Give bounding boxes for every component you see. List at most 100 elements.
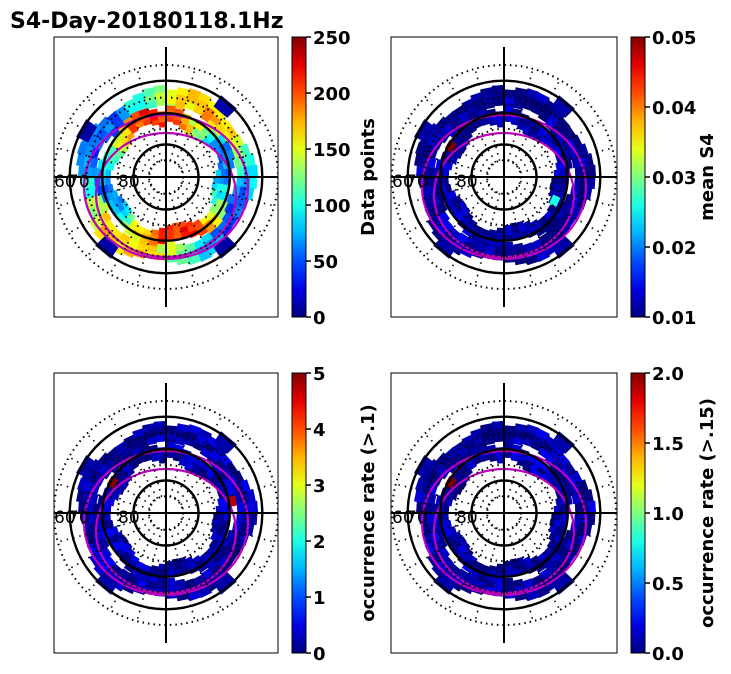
meridian-line [507, 193, 534, 286]
heatmap-cell [556, 512, 563, 521]
heatmap-cell [197, 92, 212, 105]
meridian-line [520, 180, 613, 207]
heatmap-cell [220, 504, 228, 514]
heatmap-cell [558, 168, 566, 178]
heatmap-cell [165, 248, 177, 257]
meridian-line [424, 433, 493, 502]
meridian-line [177, 524, 246, 593]
heatmap-cell [157, 568, 167, 576]
heatmap-cell [496, 457, 505, 464]
colorbar-tick-label: 250 [313, 28, 351, 49]
heatmap-cell [503, 96, 515, 104]
heatmap-cell [553, 169, 560, 178]
heatmap-hotspot [444, 139, 457, 153]
heatmap-cell [442, 512, 449, 522]
colorbar-tick-label: 4 [313, 420, 326, 441]
meridian-line [518, 520, 602, 570]
heatmap-cell [587, 512, 596, 526]
latitude-annotation: 60 [54, 508, 76, 528]
heatmap-cell [493, 582, 505, 590]
heatmap-cell [218, 176, 225, 185]
heatmap-cell [106, 446, 120, 460]
meridian-line [447, 191, 497, 275]
heatmap-cell [197, 428, 212, 441]
heatmap-cell [491, 420, 505, 429]
heatmap-cell [558, 504, 566, 514]
axes-frame [53, 372, 279, 654]
heatmap-cell [444, 110, 458, 124]
heatmap-cell [155, 98, 167, 107]
colorbar-label: occurrence rate (>.1) [358, 404, 379, 621]
meridian-line [424, 97, 493, 166]
heatmap-cell [236, 176, 244, 188]
latitude-annotation: 70 [406, 172, 428, 192]
colorbar-tick-label: 0.0 [652, 644, 684, 665]
colorbar-label: Data points [358, 118, 379, 236]
meridian-line [68, 184, 152, 234]
heatmap-cell [250, 500, 259, 514]
heatmap-cell [155, 582, 167, 590]
heatmap-cell [493, 98, 505, 107]
meridian-line [86, 433, 155, 502]
heatmap-cell [158, 457, 167, 464]
colorbar-tick-label: 0.05 [652, 28, 696, 49]
heatmap-cell [165, 115, 175, 123]
heatmap-cell [525, 590, 540, 602]
colorbar-tick-label: 1.0 [652, 504, 684, 525]
heatmap-cell [165, 565, 174, 573]
meridian-line [109, 415, 159, 499]
meridian-line [169, 68, 196, 161]
heatmap-cell [443, 504, 450, 514]
meridian-line [180, 456, 264, 506]
meridian-line [57, 483, 150, 510]
meridian-line [518, 456, 602, 506]
heatmap-hotspot [549, 194, 561, 207]
axes-frame [53, 36, 279, 318]
heatmap-cell [249, 176, 258, 190]
heatmap-cell [165, 432, 177, 440]
heatmap-cell [503, 105, 514, 112]
heatmap-cell [414, 455, 436, 479]
heatmap-cell [442, 176, 449, 186]
meridian-line [177, 188, 246, 257]
heatmap-cell [496, 563, 505, 570]
meridian-line [169, 529, 196, 622]
meridian-line [520, 147, 613, 174]
colorbar [630, 372, 646, 654]
heatmap-cell [213, 95, 237, 118]
heatmap-cell [535, 92, 550, 105]
meridian-line [109, 79, 159, 163]
meridian-line [169, 193, 196, 286]
meridian-line [180, 120, 264, 170]
heatmap-cell [165, 229, 174, 237]
meridian-line [136, 68, 163, 161]
meridian-line [474, 68, 501, 161]
figure-title: S4-Day-20180118.1Hz [10, 9, 284, 34]
meridian-line [406, 184, 490, 234]
meridian-line [136, 529, 163, 622]
latitude-annotation: 80 [456, 508, 478, 528]
meridian-line [424, 524, 493, 593]
meridian-line [173, 191, 223, 275]
meridian-line [173, 527, 223, 611]
meridian-line [406, 120, 490, 170]
meridian-line [68, 520, 152, 570]
heatmap-cell [503, 241, 514, 250]
meridian-line [173, 415, 223, 499]
colorbar [291, 372, 307, 654]
heatmap-cell [503, 584, 515, 593]
heatmap-cell [130, 233, 142, 244]
heatmap-cell [495, 232, 505, 240]
meridian-line [507, 68, 534, 161]
meridian-line [173, 79, 223, 163]
colorbar-tick-label: 2 [313, 532, 326, 553]
heatmap-cell [443, 168, 450, 178]
heatmap-cell [553, 505, 560, 514]
meridian-line [182, 483, 275, 510]
heatmap-cell [138, 443, 150, 453]
heatmap-cell [550, 553, 562, 564]
meridian-line [424, 188, 493, 257]
meridian-line [520, 483, 613, 510]
heatmap-cell [212, 553, 224, 564]
colorbar [291, 36, 307, 318]
